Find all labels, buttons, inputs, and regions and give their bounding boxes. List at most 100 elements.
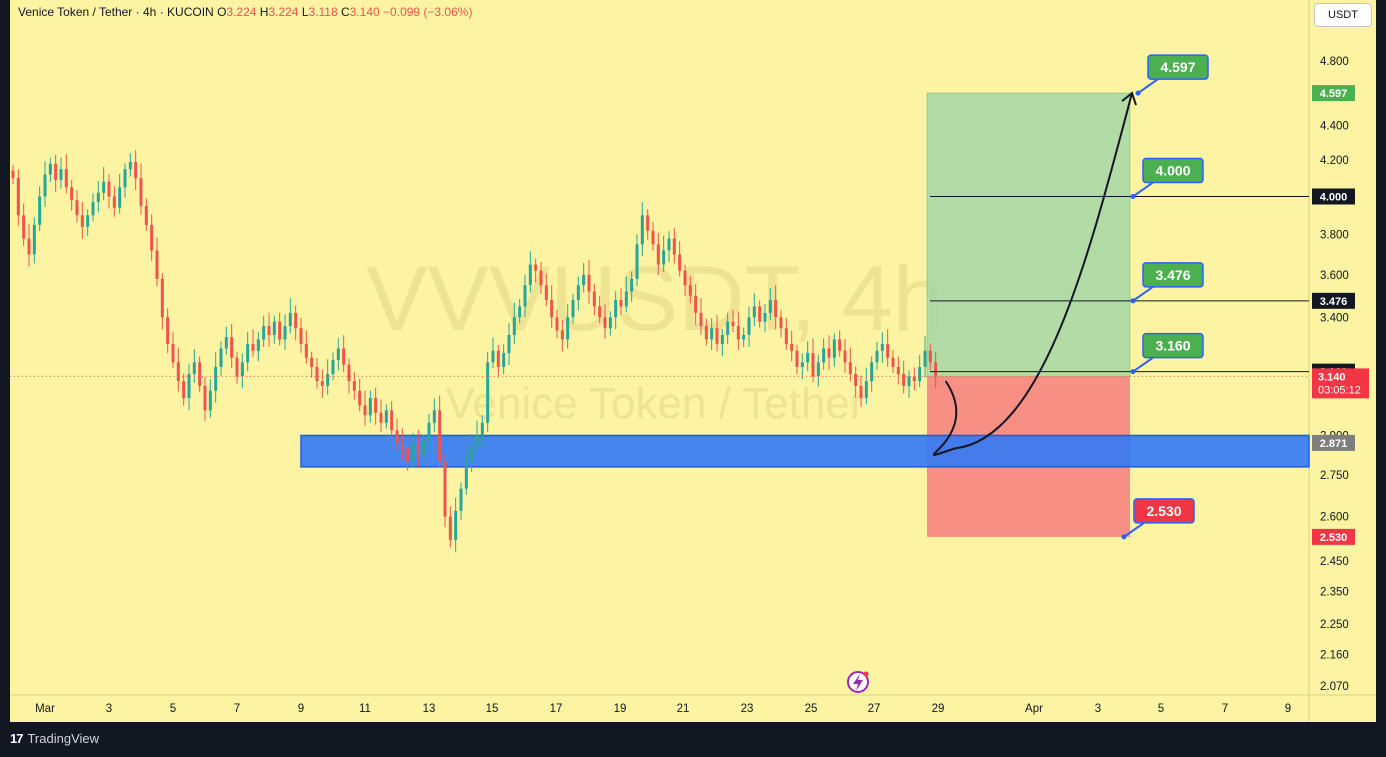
candle-body <box>203 385 207 411</box>
candle-body <box>48 163 52 175</box>
candle <box>299 317 303 353</box>
candle-body <box>54 163 58 180</box>
time-tick: 11 <box>359 703 371 715</box>
projection-arrowhead <box>1121 91 1137 106</box>
candle <box>822 338 826 370</box>
candle-body <box>544 285 548 300</box>
candle <box>502 344 506 375</box>
candle <box>843 338 847 373</box>
currency-button[interactable]: USDT <box>1314 3 1372 27</box>
candle-body <box>22 215 26 239</box>
candle-body <box>880 343 884 351</box>
candle <box>438 395 442 468</box>
callout-box <box>1147 54 1209 80</box>
candle-body <box>246 343 250 363</box>
price-badge-text: 3.476 <box>1320 296 1348 308</box>
price-tick: 2.250 <box>1320 619 1349 631</box>
candle-body <box>582 274 586 286</box>
candle-body <box>859 385 863 398</box>
candle-body <box>427 422 431 441</box>
candle <box>443 454 447 528</box>
candle <box>912 367 916 391</box>
candle <box>214 352 218 403</box>
price-axis[interactable]: 4.800 4.400 4.200 3.800 3.600 3.400 2.750 2.600… <box>1312 56 1369 693</box>
candle-body <box>320 381 324 386</box>
candle-body <box>390 410 394 431</box>
candle <box>454 497 458 552</box>
candle-body <box>800 362 804 367</box>
candle <box>608 311 612 336</box>
candle-body <box>283 326 287 340</box>
candle <box>870 356 874 392</box>
candle <box>731 309 735 333</box>
candle <box>230 323 234 369</box>
callout-anchor <box>1130 369 1136 375</box>
time-tick: 29 <box>932 703 945 715</box>
candle <box>27 223 31 267</box>
price-badge-text: 2.530 <box>1320 532 1348 544</box>
low-value: 3.118 <box>309 5 338 19</box>
candle-body <box>219 348 223 367</box>
time-tick: 5 <box>170 703 176 715</box>
time-axis[interactable]: Mar 3 5 7 9 11 13 15 17 19 21 23 25 27 29 Apr 3 5 7 9 <box>35 703 1291 715</box>
candle-body <box>171 343 175 363</box>
candle <box>182 373 186 406</box>
candle-body <box>539 270 543 286</box>
candle-body <box>64 169 68 188</box>
candle <box>715 315 719 352</box>
candle-body <box>662 250 666 265</box>
callout-pointer <box>1132 356 1154 373</box>
candle <box>528 251 532 293</box>
candle <box>240 353 244 389</box>
close-value: 3.140 <box>350 5 380 19</box>
candle <box>48 157 52 182</box>
candle <box>187 363 191 410</box>
high-label: H <box>260 5 269 19</box>
candle <box>678 241 682 277</box>
price-tick: 3.400 <box>1320 312 1349 324</box>
candle-body <box>747 317 751 335</box>
candle-body <box>523 285 527 307</box>
candle <box>646 209 650 240</box>
callout-pointer <box>1132 181 1154 198</box>
candle-body <box>902 374 906 386</box>
candle <box>459 482 463 520</box>
candle <box>448 506 452 548</box>
candle <box>699 298 703 336</box>
right-frame-bar <box>1376 0 1386 722</box>
candle <box>395 418 399 451</box>
candle <box>880 332 884 363</box>
candle <box>683 264 687 296</box>
candle <box>379 399 383 432</box>
tradingview-brand: TradingView <box>27 731 100 746</box>
candle-body <box>774 299 778 318</box>
price-chart[interactable]: VVVUSDT, 4h Venice Token / Tether 4.5974… <box>0 0 1386 722</box>
candle-body <box>43 174 47 197</box>
time-tick: 21 <box>677 703 690 715</box>
candle-body <box>80 215 84 227</box>
candle-body <box>550 299 554 318</box>
candle-body <box>779 317 783 329</box>
candle <box>598 296 602 324</box>
candle <box>496 344 500 378</box>
time-tick: Mar <box>35 703 55 715</box>
candle-body <box>518 306 522 318</box>
price-tick: 2.160 <box>1320 649 1349 661</box>
candle-body <box>934 362 938 377</box>
candle <box>896 356 900 385</box>
lightning-icon[interactable] <box>847 671 869 693</box>
candle-body <box>603 317 607 329</box>
candle <box>470 433 474 473</box>
candle-body <box>843 350 847 363</box>
candle-body <box>96 192 100 203</box>
candle <box>400 428 404 461</box>
candle <box>848 347 852 382</box>
candle-body <box>155 250 159 279</box>
candle <box>80 202 84 239</box>
candle <box>384 404 388 429</box>
candle <box>560 320 564 352</box>
candle-body <box>923 350 927 367</box>
candle <box>411 432 415 468</box>
tradingview-logo[interactable]: 17 TradingView <box>10 731 99 746</box>
